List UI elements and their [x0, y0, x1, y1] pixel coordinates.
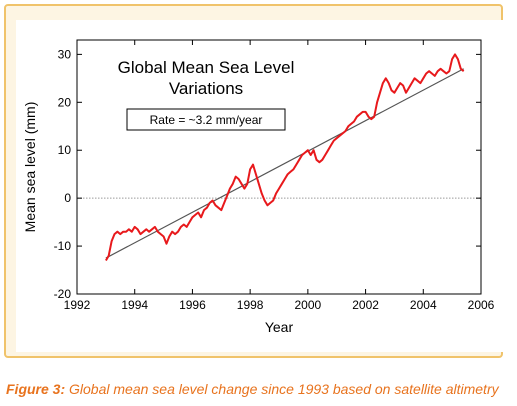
- y-tick-label: 30: [58, 47, 72, 61]
- figure-caption: Figure 3: Global mean sea level change s…: [6, 381, 499, 397]
- y-axis-ticks: -20 -10 0 10 20 30: [54, 47, 481, 301]
- sea-level-chart: 1992 1994 1996 1998 2000 2002 2004 2006 -20 -10 0…: [22, 39, 495, 335]
- x-tick-label: 1992: [64, 298, 91, 312]
- y-tick-label: 20: [58, 95, 72, 109]
- x-axis-ticks: 1992 1994 1996 1998 2000 2002 2004 2006: [64, 40, 495, 312]
- x-tick-label: 2004: [410, 298, 437, 312]
- x-tick-label: 1996: [179, 298, 206, 312]
- caption-label: Figure 3:: [6, 381, 66, 397]
- figure-frame: 1992 1994 1996 1998 2000 2002 2004 2006 -20 -10 0…: [4, 4, 506, 358]
- rate-annotation-box: [126, 108, 286, 131]
- x-tick-label: 2002: [352, 298, 379, 312]
- x-tick-label: 2006: [468, 298, 495, 312]
- x-tick-label: 2000: [295, 298, 322, 312]
- x-axis-label: Year: [265, 319, 294, 335]
- y-tick-label: 0: [64, 191, 71, 205]
- y-tick-label: -20: [54, 287, 72, 301]
- y-tick-label: -10: [54, 239, 72, 253]
- y-tick-label: 10: [58, 143, 72, 157]
- caption-text: Global mean sea level change since 1993 …: [65, 381, 499, 397]
- x-tick-label: 1998: [237, 298, 264, 312]
- rate-annotation: Rate = ~3.2 mm/year: [150, 113, 263, 127]
- plot-panel: 1992 1994 1996 1998 2000 2002 2004 2006 -20 -10 0…: [16, 20, 506, 352]
- y-axis-label: Mean sea level (mm): [22, 102, 38, 233]
- chart-title-line-1: Global Mean Sea Level: [118, 58, 295, 77]
- x-tick-label: 1994: [121, 298, 148, 312]
- trend-line: [105, 68, 464, 259]
- sea-level-series-line: [105, 53, 465, 262]
- chart-title-line-2: Variations: [169, 79, 243, 98]
